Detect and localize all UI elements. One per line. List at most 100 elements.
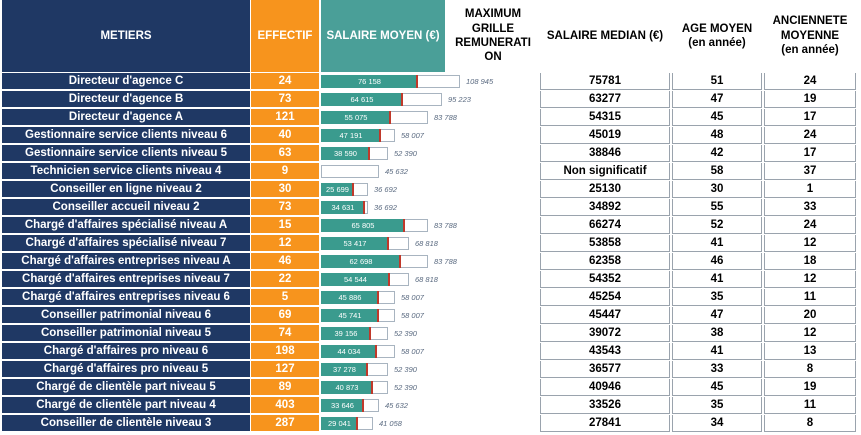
salary-bar-cell: 44 034 58 007 bbox=[321, 343, 539, 360]
table-row: Chargé d'affaires spécialisé niveau A 15 6… bbox=[0, 217, 861, 235]
effectif-cell: 89 bbox=[251, 379, 319, 396]
salary-bar-cell: 40 873 52 390 bbox=[321, 379, 539, 396]
salary-value-label: 44 034 bbox=[337, 347, 361, 356]
salary-bar bbox=[321, 255, 401, 268]
age-cell: 35 bbox=[672, 397, 762, 414]
salary-value-label: 64 615 bbox=[350, 95, 374, 104]
salary-bar bbox=[321, 309, 379, 322]
age-cell: 55 bbox=[672, 199, 762, 216]
salary-value-label: 76 158 bbox=[358, 77, 381, 86]
table-row: Conseiller en ligne niveau 2 30 25 699 36 6… bbox=[0, 181, 861, 199]
salary-bar-cell: 54 544 68 818 bbox=[321, 271, 539, 288]
salary-bar-cell: 55 075 83 788 bbox=[321, 109, 539, 126]
age-cell: 52 bbox=[672, 217, 762, 234]
median-cell: 63277 bbox=[540, 91, 670, 108]
max-value-label: 83 788 bbox=[434, 113, 457, 122]
metier-cell: Chargé d'affaires entreprises niveau 6 bbox=[2, 289, 250, 306]
anciennete-cell: 1 bbox=[764, 181, 856, 198]
effectif-cell: 30 bbox=[251, 181, 319, 198]
salary-value-label: 39 156 bbox=[334, 329, 358, 338]
metier-cell: Chargé d'affaires pro niveau 6 bbox=[2, 343, 250, 360]
table-row: Conseiller patrimonial niveau 5 74 39 156 5… bbox=[0, 325, 861, 343]
anciennete-cell: 37 bbox=[764, 163, 856, 180]
age-cell: 47 bbox=[672, 91, 762, 108]
median-cell: 45254 bbox=[540, 289, 670, 306]
effectif-cell: 69 bbox=[251, 307, 319, 324]
age-cell: 41 bbox=[672, 271, 762, 288]
metier-cell: Conseiller patrimonial niveau 5 bbox=[2, 325, 250, 342]
max-value-label: 52 390 bbox=[394, 383, 417, 392]
salary-value-label: 62 698 bbox=[349, 257, 373, 266]
max-value-label: 36 692 bbox=[374, 185, 397, 194]
median-cell: 34892 bbox=[540, 199, 670, 216]
age-cell: 41 bbox=[672, 235, 762, 252]
median-cell: 25130 bbox=[540, 181, 670, 198]
metier-cell: Conseiller en ligne niveau 2 bbox=[2, 181, 250, 198]
anciennete-cell: 12 bbox=[764, 325, 856, 342]
header-salaire-median: SALAIRE MEDIAN (€) bbox=[540, 0, 670, 72]
effectif-cell: 22 bbox=[251, 271, 319, 288]
anciennete-cell: 12 bbox=[764, 271, 856, 288]
effectif-cell: 74 bbox=[251, 325, 319, 342]
salary-value-label: 38 590 bbox=[334, 149, 357, 158]
effectif-cell: 46 bbox=[251, 253, 319, 270]
metier-cell: Directeur d'agence B bbox=[2, 91, 250, 108]
table-row: Gestionnaire service clients niveau 6 40 4… bbox=[0, 127, 861, 145]
anciennete-cell: 8 bbox=[764, 361, 856, 378]
max-value-label: 52 390 bbox=[394, 149, 417, 158]
table-row: Chargé d'affaires spécialisé niveau 7 12 5… bbox=[0, 235, 861, 253]
age-cell: 34 bbox=[672, 415, 762, 432]
anciennete-cell: 17 bbox=[764, 145, 856, 162]
effectif-cell: 73 bbox=[251, 199, 319, 216]
table-row: Conseiller patrimonial niveau 6 69 45 741 5… bbox=[0, 307, 861, 325]
max-value-label: 58 007 bbox=[401, 347, 424, 356]
salary-value-label: 53 417 bbox=[343, 239, 367, 248]
salary-bar-cell: 39 156 52 390 bbox=[321, 325, 539, 342]
salary-bar bbox=[321, 93, 403, 106]
anciennete-cell: 8 bbox=[764, 415, 856, 432]
age-cell: 46 bbox=[672, 253, 762, 270]
table-row: Chargé d'affaires pro niveau 6 198 44 034 5… bbox=[0, 343, 861, 361]
salary-bar-cell: 34 631 36 692 bbox=[321, 199, 539, 216]
effectif-cell: 73 bbox=[251, 91, 319, 108]
median-cell: 54315 bbox=[540, 109, 670, 126]
max-value-label: 58 007 bbox=[401, 293, 424, 302]
metier-cell: Conseiller accueil niveau 2 bbox=[2, 199, 250, 216]
median-cell: 75781 bbox=[540, 73, 670, 90]
salary-value-label: 54 544 bbox=[344, 275, 367, 284]
max-value-label: 41 058 bbox=[379, 419, 402, 428]
median-cell: 40946 bbox=[540, 379, 670, 396]
max-value-label: 68 818 bbox=[415, 275, 438, 284]
age-cell: 48 bbox=[672, 127, 762, 144]
median-cell: 45019 bbox=[540, 127, 670, 144]
median-cell: 62358 bbox=[540, 253, 670, 270]
median-cell: 54352 bbox=[540, 271, 670, 288]
median-cell: 33526 bbox=[540, 397, 670, 414]
anciennete-cell: 19 bbox=[764, 91, 856, 108]
salary-bar-cell: 53 417 68 818 bbox=[321, 235, 539, 252]
salary-value-label: 47 191 bbox=[339, 131, 363, 140]
salary-bar-cell: 62 698 83 788 bbox=[321, 253, 539, 270]
header-salaire-moyen: SALAIRE MOYEN (€) bbox=[321, 0, 445, 72]
effectif-cell: 127 bbox=[251, 361, 319, 378]
effectif-cell: 121 bbox=[251, 109, 319, 126]
table-row: Chargé de clientèle part niveau 4 403 33 6… bbox=[0, 397, 861, 415]
anciennete-cell: 24 bbox=[764, 127, 856, 144]
salary-bar bbox=[321, 417, 358, 430]
metier-cell: Chargé d'affaires entreprises niveau A bbox=[2, 253, 250, 270]
anciennete-cell: 24 bbox=[764, 217, 856, 234]
metier-cell: Technicien service clients niveau 4 bbox=[2, 163, 250, 180]
salary-bar bbox=[321, 129, 381, 142]
effectif-cell: 15 bbox=[251, 217, 319, 234]
anciennete-cell: 19 bbox=[764, 379, 856, 396]
effectif-cell: 9 bbox=[251, 163, 319, 180]
salary-bar bbox=[321, 273, 390, 286]
salary-bar bbox=[321, 237, 389, 250]
max-value-label: 68 818 bbox=[415, 239, 438, 248]
age-cell: 33 bbox=[672, 361, 762, 378]
salary-value-label: 29 041 bbox=[328, 419, 351, 428]
salary-value-label: 45 886 bbox=[338, 293, 362, 302]
age-cell: 51 bbox=[672, 73, 762, 90]
table-row: Conseiller accueil niveau 2 73 34 631 36 69… bbox=[0, 199, 861, 217]
median-cell: 45447 bbox=[540, 307, 670, 324]
